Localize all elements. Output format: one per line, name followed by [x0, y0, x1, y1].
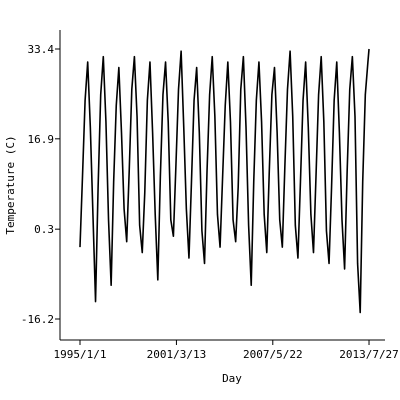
- x-tick-label: 2007/5/22: [243, 348, 303, 361]
- x-tick-label: 2013/7/27: [339, 348, 399, 361]
- x-tick-label: 1995/1/1: [53, 348, 106, 361]
- y-axis-label: Temperature (C): [4, 135, 17, 234]
- x-axis-label: Day: [222, 372, 242, 385]
- y-tick-label: -16.2: [21, 313, 54, 326]
- temperature-line: [79, 48, 370, 314]
- y-tick-label: 33.4: [28, 43, 55, 56]
- y-tick-label: 0.3: [34, 223, 54, 236]
- x-tick-label: 2001/3/13: [147, 348, 207, 361]
- y-tick-label: 16.9: [28, 133, 55, 146]
